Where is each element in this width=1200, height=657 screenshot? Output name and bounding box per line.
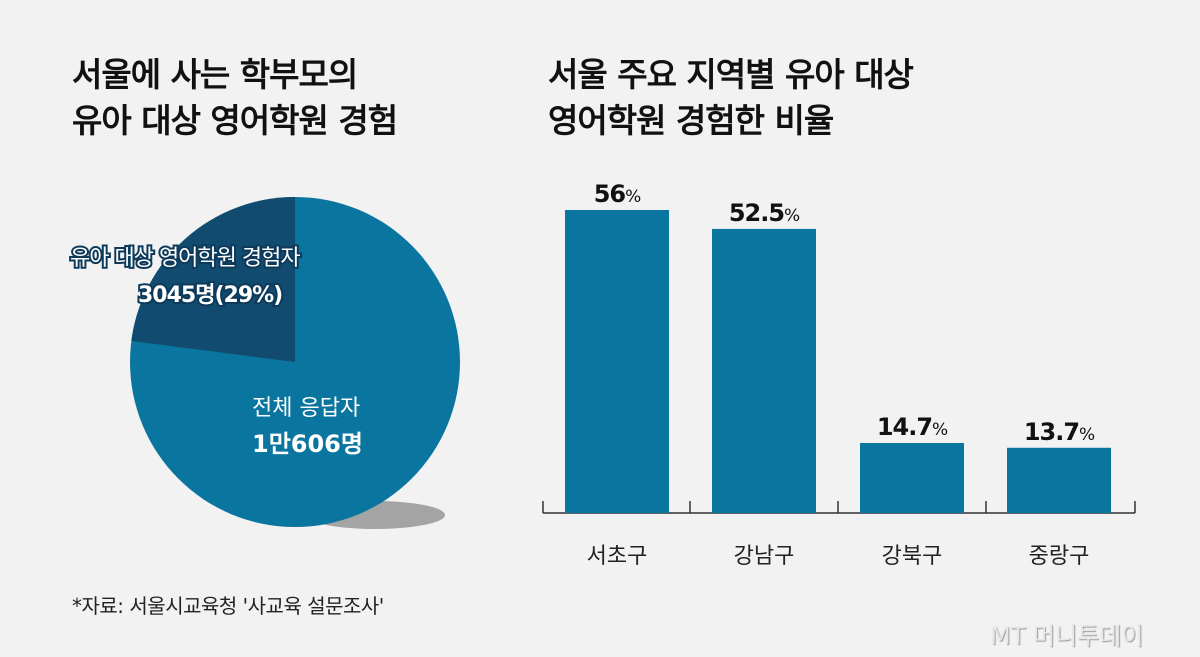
category-label: 서초구 [587, 544, 648, 569]
category-label: 강남구 [734, 544, 795, 569]
bar-서초구 [565, 210, 669, 513]
pie-slice-experienced [131, 197, 295, 362]
bar-강북구 [860, 443, 964, 513]
bar-중랑구 [1007, 447, 1111, 513]
bar-강남구 [712, 228, 816, 513]
bar-title-line2: 영어학원 경험한 비율 [548, 101, 834, 140]
pie-chart: 유아 대상 영어학원 경험자 3045명(29%) 전체 응답자 1만606명 [68, 197, 460, 527]
bar-title: 서울 주요 지역별 유아 대상 영어학원 경험한 비율 [548, 52, 914, 144]
pie-label-total: 전체 응답자 [252, 396, 360, 421]
pie-label-experienced: 유아 대상 영어학원 경험자 [70, 246, 300, 271]
pie-title-line1: 서울에 사는 학부모의 [72, 55, 358, 94]
bar-title-line1: 서울 주요 지역별 유아 대상 [548, 55, 914, 94]
bar-chart: 56% 서초구 52.5% 강남구 14.7% 강북구 13.7% 중랑구 [542, 180, 1136, 569]
pie-title: 서울에 사는 학부모의 유아 대상 영어학원 경험 [72, 52, 398, 144]
pie-title-line2: 유아 대상 영어학원 경험 [72, 101, 398, 140]
bar-value-label: 56% [594, 180, 641, 208]
bar-value-label: 52.5% [729, 199, 800, 227]
source-note: *자료: 서울시교육청 '사교육 설문조사' [72, 594, 384, 618]
category-label: 중랑구 [1029, 544, 1090, 569]
logo: MT 머니투데이 [990, 622, 1144, 650]
category-label: 강북구 [882, 544, 943, 569]
pie-value-total: 1만606명 [252, 430, 363, 458]
bar-value-label: 14.7% [877, 413, 948, 441]
pie-value-experienced: 3045명(29%) [138, 283, 282, 308]
bar-value-label: 13.7% [1024, 418, 1095, 446]
